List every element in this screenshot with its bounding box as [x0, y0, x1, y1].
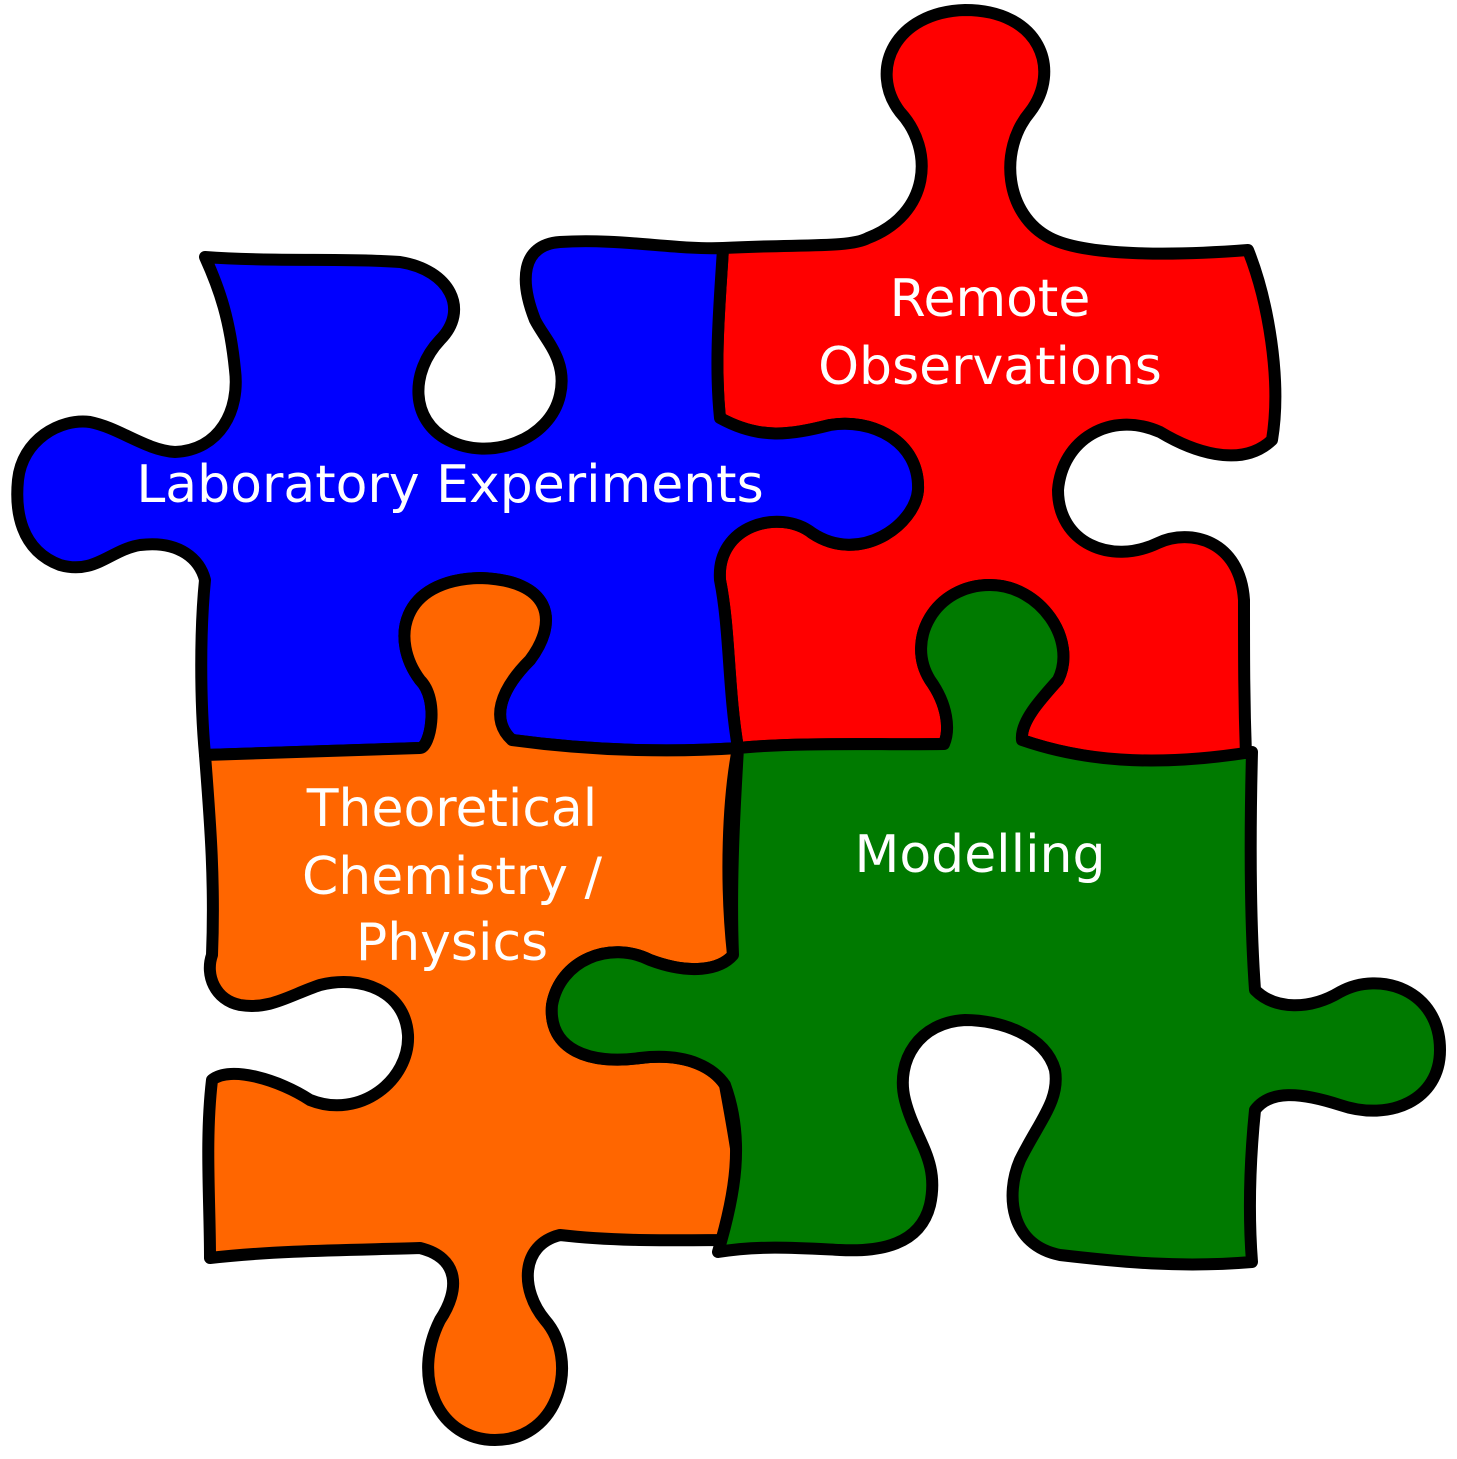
label-modelling: Modelling — [855, 825, 1106, 885]
theoretical-chemistry-physics-piece-shape — [199, 572, 749, 1446]
theoretical-chemistry-physics-label-line-1: Theoretical — [306, 779, 598, 839]
piece-theoretical-chemistry-physics — [199, 572, 749, 1446]
theoretical-chemistry-physics-label-line-2: Chemistry / — [302, 847, 603, 907]
theoretical-chemistry-physics-label-line-3: Physics — [356, 913, 548, 973]
label-laboratory-experiments: Laboratory Experiments — [136, 455, 763, 515]
label-theoretical-chemistry-physics: Theoretical Chemistry / Physics — [302, 779, 603, 973]
laboratory-experiments-label-line-1: Laboratory Experiments — [136, 455, 763, 515]
label-remote-observations: Remote Observations — [818, 269, 1162, 397]
piece-modelling — [545, 579, 1446, 1271]
remote-observations-label-line-2: Observations — [818, 337, 1162, 397]
modelling-label-line-1: Modelling — [855, 825, 1106, 885]
remote-observations-label-line-1: Remote — [890, 269, 1091, 329]
modelling-piece-shape — [545, 579, 1446, 1271]
